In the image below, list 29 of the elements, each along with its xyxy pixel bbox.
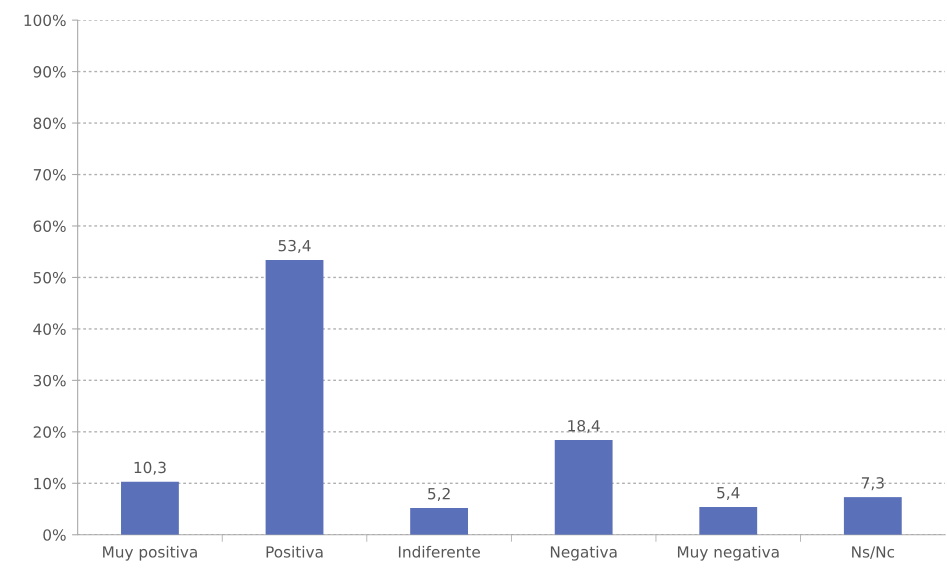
y-tick-label: 10% xyxy=(34,478,66,490)
y-tick-label: 30% xyxy=(34,374,66,386)
y-tick-label: 40% xyxy=(33,323,66,335)
bar xyxy=(266,260,324,535)
y-tick-label: 50% xyxy=(34,272,66,284)
bar xyxy=(699,506,758,535)
data-label: 53,4 xyxy=(278,240,311,253)
y-tick-label: 90% xyxy=(34,66,66,78)
y-tick-label: 60% xyxy=(34,220,66,232)
y-tick-label: 20% xyxy=(34,426,66,438)
bar xyxy=(410,508,468,535)
x-tick-label: Ns/Nc xyxy=(852,546,894,559)
x-tick-label: Indiferente xyxy=(398,546,480,558)
data-label: 5,4 xyxy=(717,487,740,500)
bar xyxy=(554,440,613,535)
x-tick-label: Muy positiva xyxy=(103,546,197,561)
y-tick-label: 0% xyxy=(43,529,66,541)
data-label: 5,2 xyxy=(428,488,450,502)
y-tick-label: 100% xyxy=(24,14,66,26)
x-tick-label: Positiva xyxy=(266,546,323,558)
y-tick-label: 70% xyxy=(34,168,66,181)
bar xyxy=(844,497,902,535)
x-tick-label: Negativa xyxy=(550,546,617,561)
bar xyxy=(121,482,179,535)
data-label: 7,3 xyxy=(862,477,884,490)
data-label: 10,3 xyxy=(134,462,166,475)
x-tick-label: Muy negativa xyxy=(678,546,779,561)
data-label: 18,4 xyxy=(568,420,600,434)
y-tick-label: 80% xyxy=(34,118,66,130)
